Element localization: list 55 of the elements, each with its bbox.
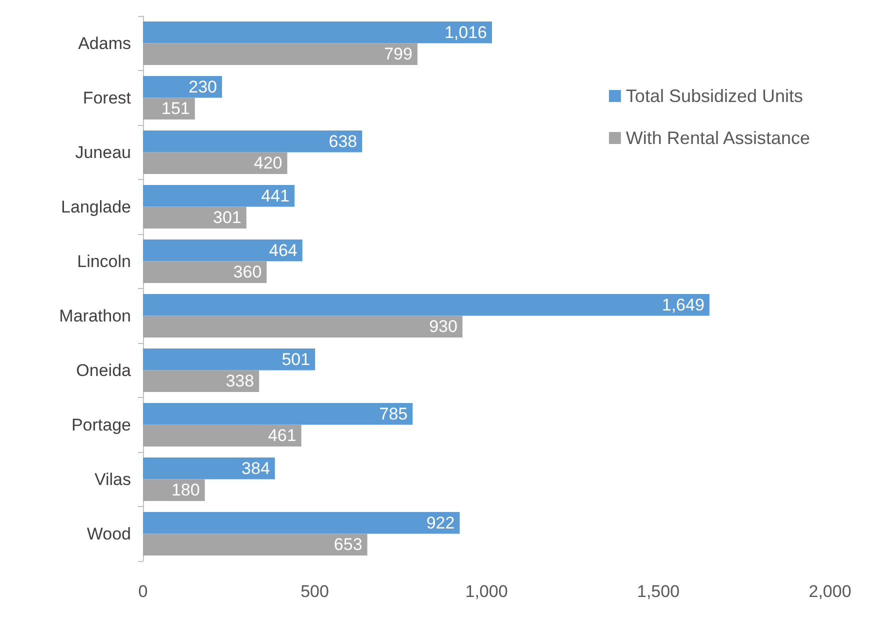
bar [143,534,368,556]
bar [143,316,462,338]
data-label: 653 [334,535,362,554]
y-tick-label: Portage [71,415,131,434]
x-tick-label: 1,000 [465,582,508,601]
legend-label: Total Subsidized Units [626,86,804,106]
bar [143,21,492,44]
bar [143,402,413,425]
data-label: 638 [328,132,358,151]
bar [143,76,222,98]
bar [143,512,460,534]
x-tick-label: 500 [300,582,329,601]
bar [143,206,246,229]
y-tick-label: Marathon [59,306,131,326]
data-label: 922 [426,513,455,532]
bar [143,261,267,284]
y-tick-label: Oneida [76,360,132,380]
data-label: 151 [161,99,190,118]
bar [143,184,294,207]
data-label: 230 [188,77,218,96]
bar [143,294,710,316]
y-tick-label: Lincoln [77,252,131,271]
y-tick-label: Langlade [61,197,131,216]
x-tick-label: 0 [138,582,148,601]
legend-label: With Rental Assistance [626,128,810,148]
data-label: 360 [233,262,262,282]
y-tick-label: Vilas [94,470,131,489]
y-tick-label: Adams [78,34,131,53]
bar [143,152,288,174]
data-label: 420 [254,154,282,173]
data-label: 441 [261,186,290,206]
data-label: 501 [282,350,310,369]
bar [143,424,302,447]
data-label: 464 [269,240,298,260]
data-label: 301 [213,208,242,228]
bar [143,130,362,152]
bar [143,457,275,480]
data-label: 180 [171,480,200,500]
bar [143,43,418,66]
x-tick-label: 2,000 [808,582,852,601]
data-label: 930 [429,317,458,336]
bar [143,348,316,370]
data-label: 461 [268,426,296,446]
y-tick-label: Forest [82,88,132,108]
data-label: 799 [384,44,412,64]
x-tick-label: 1,500 [636,582,680,601]
data-label: 1,649 [662,295,704,314]
data-label: 338 [226,372,254,391]
bar [143,239,302,262]
bar [143,370,260,392]
data-label: 384 [242,458,270,478]
y-tick-label: Juneau [75,142,131,162]
y-tick-label: Wood [86,524,131,544]
data-label: 1,016 [444,22,487,42]
data-label: 785 [379,404,408,424]
